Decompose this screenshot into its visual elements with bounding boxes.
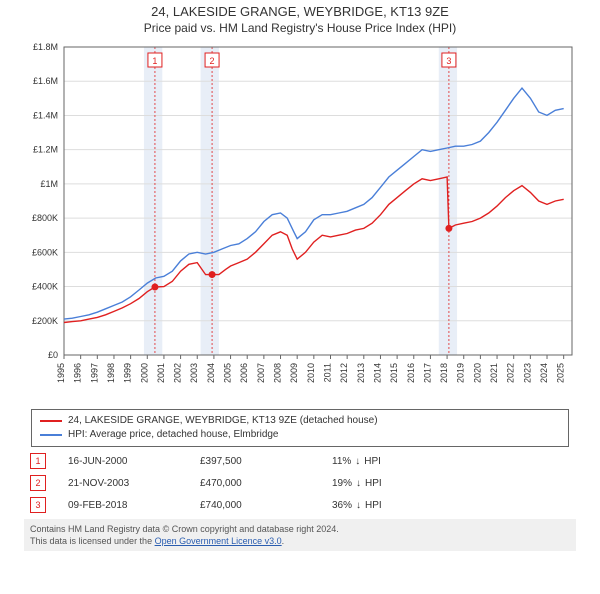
svg-text:£1.8M: £1.8M [33,42,58,52]
sale-row: 3 09-FEB-2018 £740,000 36% ↓ HPI [30,497,570,513]
svg-text:£400K: £400K [32,282,58,292]
svg-text:2021: 2021 [489,363,499,383]
svg-text:2001: 2001 [156,363,166,383]
sale-marker-icon: 2 [30,475,46,491]
svg-text:2017: 2017 [422,363,432,383]
sale-date: 09-FEB-2018 [68,500,178,511]
svg-text:£1.4M: £1.4M [33,110,58,120]
sale-date: 16-JUN-2000 [68,456,178,467]
svg-text:2000: 2000 [139,363,149,383]
svg-text:2019: 2019 [456,363,466,383]
sale-row: 1 16-JUN-2000 £397,500 11% ↓ HPI [30,453,570,469]
svg-text:2004: 2004 [206,363,216,383]
legend-row-property: 24, LAKESIDE GRANGE, WEYBRIDGE, KT13 9ZE… [40,414,560,428]
footer-line1: Contains HM Land Registry data © Crown c… [30,524,339,534]
sales-table: 1 16-JUN-2000 £397,500 11% ↓ HPI 2 21-NOV-200… [30,453,570,513]
svg-text:2005: 2005 [223,363,233,383]
svg-text:2: 2 [210,56,215,66]
arrow-down-icon: ↓ [355,456,360,467]
legend-label-hpi: HPI: Average price, detached house, Elmb… [68,428,279,442]
svg-text:£1.2M: £1.2M [33,145,58,155]
arrow-down-icon: ↓ [356,500,361,511]
sale-row: 2 21-NOV-2003 £470,000 19% ↓ HPI [30,475,570,491]
chart-title-line2: Price paid vs. HM Land Registry's House … [0,21,600,35]
svg-text:2023: 2023 [522,363,532,383]
svg-text:1997: 1997 [89,363,99,383]
footer-licence: Contains HM Land Registry data © Crown c… [24,519,576,551]
svg-text:£1M: £1M [40,179,58,189]
svg-text:2003: 2003 [189,363,199,383]
svg-text:3: 3 [446,56,451,66]
svg-text:2014: 2014 [372,363,382,383]
sale-marker-icon: 1 [30,453,46,469]
footer-ogl-link[interactable]: Open Government Licence v3.0 [155,536,282,546]
legend-swatch-property [40,420,62,422]
svg-text:£0: £0 [48,350,58,360]
svg-text:2012: 2012 [339,363,349,383]
sale-price: £470,000 [200,478,310,489]
svg-text:2009: 2009 [289,363,299,383]
svg-text:2024: 2024 [539,363,549,383]
footer-line2-suffix: . [282,536,285,546]
arrow-down-icon: ↓ [356,478,361,489]
svg-text:2006: 2006 [239,363,249,383]
svg-text:2016: 2016 [406,363,416,383]
sale-price: £740,000 [200,500,310,511]
svg-text:2022: 2022 [506,363,516,383]
svg-text:£1.6M: £1.6M [33,76,58,86]
chart-title-line1: 24, LAKESIDE GRANGE, WEYBRIDGE, KT13 9ZE [0,4,600,19]
svg-text:2025: 2025 [556,363,566,383]
legend-label-property: 24, LAKESIDE GRANGE, WEYBRIDGE, KT13 9ZE… [68,414,378,428]
sale-date: 21-NOV-2003 [68,478,178,489]
sale-price: £397,500 [200,456,310,467]
sale-diff: 19% ↓ HPI [332,478,382,489]
legend-box: 24, LAKESIDE GRANGE, WEYBRIDGE, KT13 9ZE… [31,409,569,447]
sale-marker-icon: 3 [30,497,46,513]
svg-text:2015: 2015 [389,363,399,383]
svg-text:2010: 2010 [306,363,316,383]
svg-text:1995: 1995 [56,363,66,383]
svg-text:1996: 1996 [73,363,83,383]
legend-swatch-hpi [40,434,62,436]
svg-text:2007: 2007 [256,363,266,383]
price-chart: £0 £200K £400K £600K £800K £1M £1.2M £1.4M £1.6M… [20,41,580,401]
sale-diff: 36% ↓ HPI [332,500,382,511]
sale-diff: 11% ↓ HPI [332,456,381,467]
svg-text:1: 1 [152,56,157,66]
svg-text:2018: 2018 [439,363,449,383]
chart-svg: £0 £200K £400K £600K £800K £1M £1.2M £1.4M £1.6M… [20,41,580,401]
svg-text:2002: 2002 [173,363,183,383]
svg-text:£200K: £200K [32,316,58,326]
footer-line2-prefix: This data is licensed under the [30,536,155,546]
svg-text:£800K: £800K [32,213,58,223]
svg-text:2020: 2020 [472,363,482,383]
svg-text:2013: 2013 [356,363,366,383]
svg-text:2008: 2008 [273,363,283,383]
svg-text:1998: 1998 [106,363,116,383]
svg-text:2011: 2011 [322,363,332,382]
legend-row-hpi: HPI: Average price, detached house, Elmb… [40,428,560,442]
svg-text:£600K: £600K [32,247,58,257]
svg-text:1999: 1999 [123,363,133,383]
